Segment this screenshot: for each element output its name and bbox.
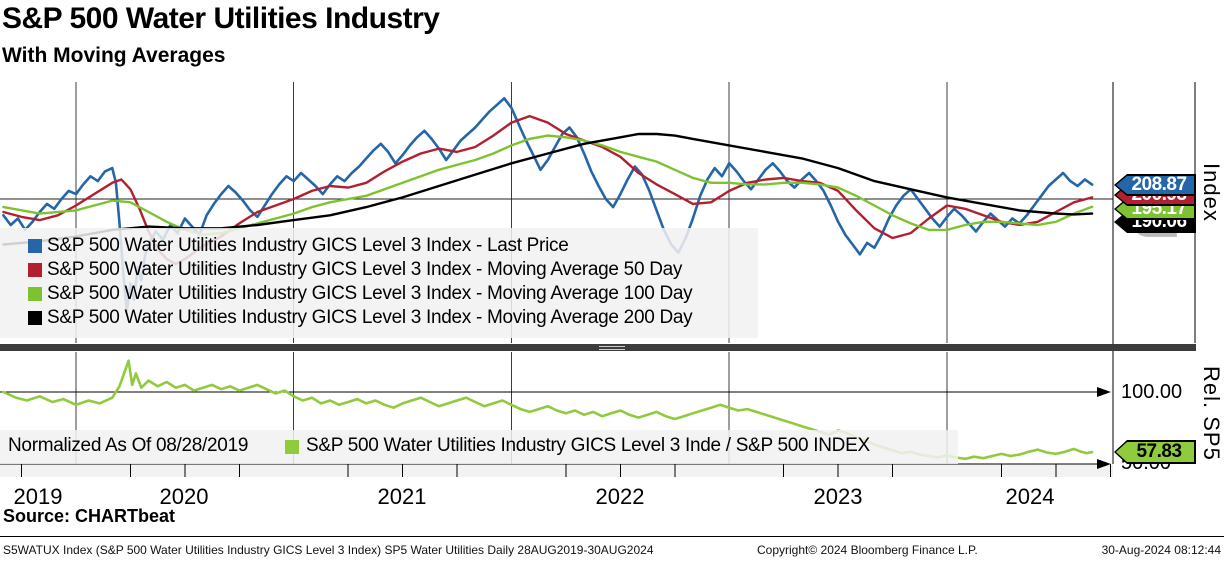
main-y-axis-label: Index (1199, 163, 1224, 222)
page-subtitle: With Moving Averages (2, 44, 226, 67)
page-title: S&P 500 Water Utilities Industry (2, 2, 440, 35)
legend-label: S&P 500 Water Utilities Industry GICS Le… (47, 307, 693, 328)
legend-item-ma200[interactable]: S&P 500 Water Utilities Industry GICS Le… (0, 306, 758, 330)
gridline-arrow-icon (1097, 387, 1111, 397)
ma50-swatch-icon (28, 263, 42, 277)
x-tick-2024: 2024 (1005, 484, 1055, 509)
source-attribution: Source: CHARTbeat (3, 506, 176, 526)
relative-series-swatch-icon (285, 440, 299, 454)
last-price-swatch-icon (28, 239, 42, 253)
legend-label: S&P 500 Water Utilities Industry GICS Le… (47, 259, 683, 280)
legend-item-ma100[interactable]: S&P 500 Water Utilities Industry GICS Le… (0, 282, 758, 306)
relative-series-legend-label[interactable]: S&P 500 Water Utilities Industry GICS Le… (306, 435, 870, 456)
footer-separator (0, 536, 1224, 537)
footer-ticker-info: S5WATUX Index (S&P 500 Water Utilities I… (3, 543, 654, 557)
relative-value-tag: 57.83 (1114, 440, 1196, 464)
footer-copyright: Copyright© 2024 Bloomberg Finance L.P. (757, 543, 978, 557)
normalized-as-of-label: Normalized As Of 08/28/2019 (8, 435, 249, 456)
legend-label: S&P 500 Water Utilities Industry GICS Le… (47, 235, 569, 256)
panel-divider-grip-handle[interactable] (599, 346, 625, 350)
axis-arrow-icon (1097, 459, 1111, 469)
lower-y-axis-label: Rel. SP5 (1199, 366, 1224, 461)
x-tick-2022: 2022 (595, 484, 645, 509)
panel-divider (0, 344, 1196, 351)
last-price-value-tag: 208.87 (1114, 174, 1196, 196)
lower-chart-legend: Normalized As Of 08/28/2019 S&P 500 Wate… (0, 430, 958, 464)
main-chart-legend: S&P 500 Water Utilities Industry GICS Le… (0, 228, 758, 338)
ma100-swatch-icon (28, 287, 42, 301)
tick-strip (0, 464, 1113, 477)
footer-datetime: 30-Aug-2024 08:12:44 (1101, 543, 1221, 557)
lower-axis-tick-100: 100.00 (1121, 381, 1183, 403)
legend-item-last-price[interactable]: S&P 500 Water Utilities Industry GICS Le… (0, 234, 758, 258)
legend-item-ma50[interactable]: S&P 500 Water Utilities Industry GICS Le… (0, 258, 758, 282)
ma200-swatch-icon (28, 311, 42, 325)
x-tick-2021: 2021 (377, 484, 427, 509)
legend-label: S&P 500 Water Utilities Industry GICS Le… (47, 283, 693, 304)
x-tick-2023: 2023 (813, 484, 863, 509)
x-tick-2019: 2019 (13, 484, 63, 509)
x-tick-2020: 2020 (159, 484, 209, 509)
